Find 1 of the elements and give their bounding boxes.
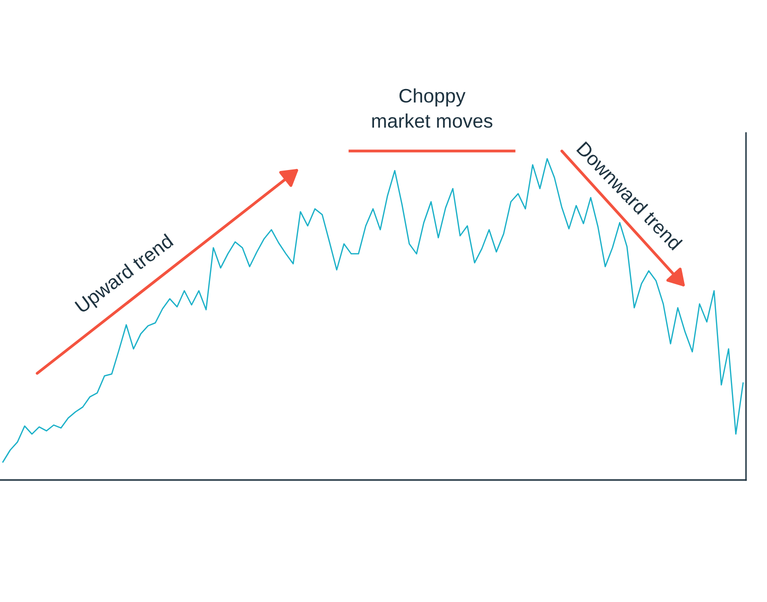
text: Choppy market moves: [372, 88, 492, 128]
